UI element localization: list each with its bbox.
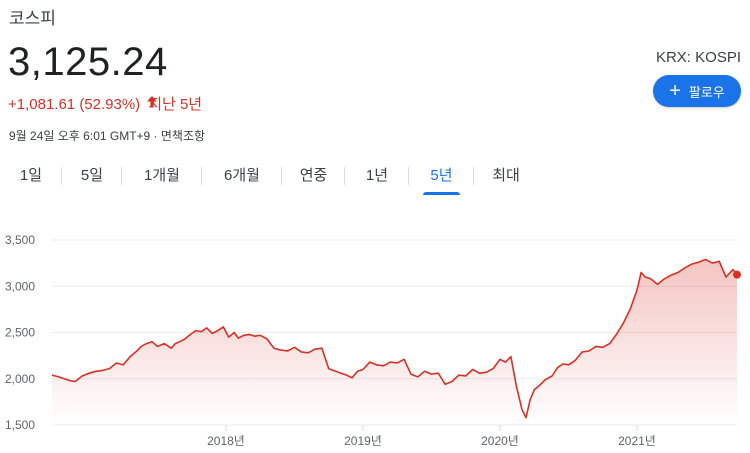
price-change: +1,081.61 (52.93%) 지난 5년 [8,93,202,114]
tab-divider [344,167,345,185]
tab-divider [408,167,409,185]
follow-label: 팔로우 [688,84,725,100]
x-tick-label: 2020년 [481,434,519,448]
change-value: +1,081.61 (52.93%) [8,96,141,113]
time-range-tabs: 1일 5일 1개월 6개월 연중 1년 5년 최대 [0,160,538,196]
tab-max[interactable]: 최대 [474,160,538,192]
tab-1d[interactable]: 1일 [0,160,62,192]
y-tick-label: 1,500 [5,418,35,432]
series-area [52,259,737,425]
index-title: 코스피 [9,9,56,28]
tab-label: 6개월 [224,167,260,184]
tab-6m[interactable]: 6개월 [202,160,282,192]
current-value-point [733,270,741,279]
tab-label: 5년 [430,167,453,184]
tab-label: 1개월 [144,167,180,184]
tab-label: 5일 [80,167,104,184]
tab-5y[interactable]: 5년 [409,160,474,195]
tab-divider [473,167,474,185]
y-tick-label: 2,000 [5,372,35,386]
y-tick-label: 3,000 [5,279,35,293]
tab-label: 최대 [492,167,520,184]
follow-button[interactable]: + 팔로우 [653,75,741,107]
y-tick-label: 3,500 [5,233,35,247]
current-price: 3,125.24 [8,40,168,84]
tab-label: 1년 [365,167,389,184]
plus-icon: + [669,80,681,102]
x-tick-label: 2019년 [344,434,382,448]
tab-ytd[interactable]: 연중 [282,160,345,192]
x-tick-label: 2018년 [207,434,245,448]
x-tick-label: 2021년 [618,434,656,448]
price-chart[interactable]: 1,500 2,000 2,500 3,000 3,500 2018년 2019년 2020년… [0,220,750,453]
tab-1y[interactable]: 1년 [345,160,409,192]
tab-label: 1일 [19,167,43,184]
tab-5d[interactable]: 5일 [62,160,122,192]
tab-divider [281,167,282,185]
tab-divider [201,167,202,185]
tab-1m[interactable]: 1개월 [122,160,202,192]
tab-divider [61,167,62,185]
series-line [51,258,738,419]
tab-divider [121,167,122,185]
y-tick-label: 2,500 [5,326,35,340]
ticker-symbol: KRX: KOSPI [655,49,741,66]
timestamp[interactable]: 9월 24일 오후 6:01 GMT+9 · 면책조항 [9,129,206,143]
tab-label: 연중 [299,167,328,184]
change-period: 지난 5년 [148,96,203,113]
